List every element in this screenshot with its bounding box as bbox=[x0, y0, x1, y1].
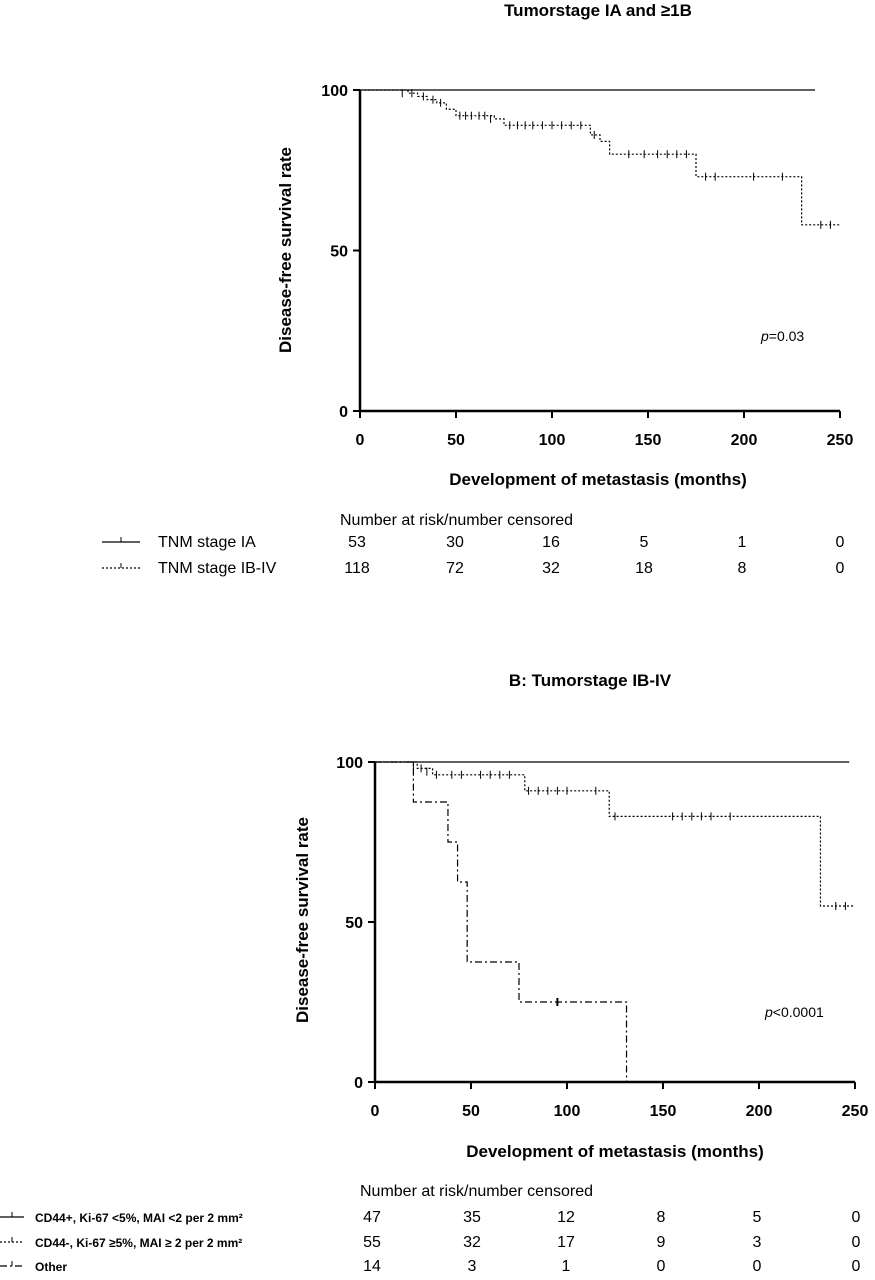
series-line-dotted bbox=[375, 761, 855, 907]
x-tick-label: 100 bbox=[554, 1103, 581, 1120]
risk-value: 3 bbox=[753, 1234, 762, 1251]
x-tick-label: 200 bbox=[731, 432, 758, 449]
risk-value: 0 bbox=[657, 1258, 666, 1275]
risk-value: 0 bbox=[852, 1234, 861, 1251]
y-axis-title-wrap: Disease-free survival rate bbox=[293, 817, 312, 1023]
p-value-annotation: p=0.03 bbox=[760, 328, 804, 344]
risk-table-header: Number at risk/number censored bbox=[340, 512, 573, 529]
y-axis-title-wrap: Disease-free survival rate bbox=[276, 147, 295, 353]
x-tick-label: 200 bbox=[746, 1103, 773, 1120]
risk-value: 55 bbox=[363, 1234, 381, 1251]
risk-value: 32 bbox=[463, 1234, 481, 1251]
risk-value: 0 bbox=[852, 1209, 861, 1226]
risk-table: Number at risk/number censored CD44+, Ki… bbox=[0, 1183, 861, 1275]
risk-value: 5 bbox=[640, 534, 649, 551]
x-axis-title: Development of metastasis (months) bbox=[466, 1142, 764, 1161]
risk-value: 5 bbox=[753, 1209, 762, 1226]
panel-a: Tumorstage IA and ≥1B Disease-free survi… bbox=[102, 1, 853, 577]
x-axis-title: Development of metastasis (months) bbox=[449, 470, 747, 489]
p-symbol: p bbox=[764, 1004, 773, 1020]
risk-value: 0 bbox=[836, 534, 845, 551]
risk-table: Number at risk/number censored TNM stage… bbox=[102, 512, 845, 577]
series-line-dotted bbox=[360, 89, 840, 226]
risk-value: 32 bbox=[542, 560, 560, 577]
x-tick-label: 0 bbox=[371, 1103, 380, 1120]
risk-value: 30 bbox=[446, 534, 464, 551]
chart-title: Tumorstage IA and ≥1B bbox=[504, 1, 692, 20]
risk-row-label: CD44-, Ki-67 ≥5%, MAI ≥ 2 per 2 mm² bbox=[35, 1236, 242, 1250]
risk-value: 0 bbox=[852, 1258, 861, 1275]
y-axis-title: Disease-free survival rate bbox=[276, 147, 295, 353]
y-tick-label: 50 bbox=[330, 244, 348, 261]
p-value: =0.03 bbox=[769, 328, 805, 344]
risk-value: 118 bbox=[344, 560, 370, 577]
risk-value: 14 bbox=[363, 1258, 381, 1275]
y-tick-label: 100 bbox=[321, 83, 348, 100]
risk-value: 3 bbox=[468, 1258, 477, 1275]
x-tick-label: 50 bbox=[447, 432, 465, 449]
risk-value: 8 bbox=[738, 560, 747, 577]
axes: 0 50 100 150 200 250 0 50 100 bbox=[336, 755, 868, 1120]
risk-value: 0 bbox=[836, 560, 845, 577]
risk-value: 53 bbox=[348, 534, 366, 551]
x-tick-label: 0 bbox=[356, 432, 365, 449]
p-value: <0.0001 bbox=[773, 1004, 824, 1020]
x-tick-label: 250 bbox=[827, 432, 854, 449]
x-tick-label: 100 bbox=[539, 432, 566, 449]
plot-area bbox=[360, 89, 840, 229]
y-tick-label: 0 bbox=[339, 404, 348, 421]
y-tick-label: 100 bbox=[336, 755, 363, 772]
risk-value: 16 bbox=[542, 534, 560, 551]
x-tick-label: 150 bbox=[635, 432, 662, 449]
axes: 0 50 100 150 200 250 0 50 100 bbox=[321, 83, 853, 449]
risk-value: 1 bbox=[738, 534, 747, 551]
risk-row-label: TNM stage IB-IV bbox=[158, 560, 277, 577]
risk-value: 47 bbox=[363, 1209, 381, 1226]
risk-value: 8 bbox=[657, 1209, 666, 1226]
x-tick-label: 150 bbox=[650, 1103, 677, 1120]
panel-b: B: Tumorstage IB-IV Disease-free surviva… bbox=[0, 671, 868, 1275]
chart-title: B: Tumorstage IB-IV bbox=[509, 671, 672, 690]
y-tick-label: 50 bbox=[345, 915, 363, 932]
risk-value: 9 bbox=[657, 1234, 666, 1251]
risk-row-label: Other bbox=[35, 1260, 67, 1274]
x-tick-label: 50 bbox=[462, 1103, 480, 1120]
risk-row-label: TNM stage IA bbox=[158, 534, 256, 551]
series-line-dashdot bbox=[375, 761, 628, 1082]
risk-row-label: CD44+, Ki-67 <5%, MAI <2 per 2 mm² bbox=[35, 1211, 243, 1225]
x-tick-label: 250 bbox=[842, 1103, 869, 1120]
risk-value: 72 bbox=[446, 560, 464, 577]
risk-table-header: Number at risk/number censored bbox=[360, 1183, 593, 1200]
y-tick-label: 0 bbox=[354, 1075, 363, 1092]
p-value-annotation: p<0.0001 bbox=[764, 1004, 824, 1020]
risk-value: 18 bbox=[635, 560, 653, 577]
risk-value: 12 bbox=[557, 1209, 575, 1226]
plot-area bbox=[375, 761, 855, 1082]
p-symbol: p bbox=[760, 328, 769, 344]
risk-value: 1 bbox=[562, 1258, 571, 1275]
risk-value: 17 bbox=[557, 1234, 575, 1251]
risk-value: 35 bbox=[463, 1209, 481, 1226]
risk-value: 0 bbox=[753, 1258, 762, 1275]
y-axis-title: Disease-free survival rate bbox=[293, 817, 312, 1023]
